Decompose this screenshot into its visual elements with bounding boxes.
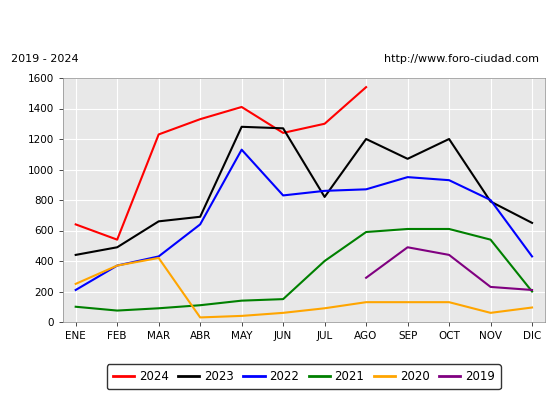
Legend: 2024, 2023, 2022, 2021, 2020, 2019: 2024, 2023, 2022, 2021, 2020, 2019	[107, 364, 501, 389]
Text: http://www.foro-ciudad.com: http://www.foro-ciudad.com	[384, 54, 539, 64]
Text: 2019 - 2024: 2019 - 2024	[11, 54, 79, 64]
Text: Evolucion Nº Turistas Extranjeros en el municipio de Teba: Evolucion Nº Turistas Extranjeros en el …	[37, 14, 513, 28]
